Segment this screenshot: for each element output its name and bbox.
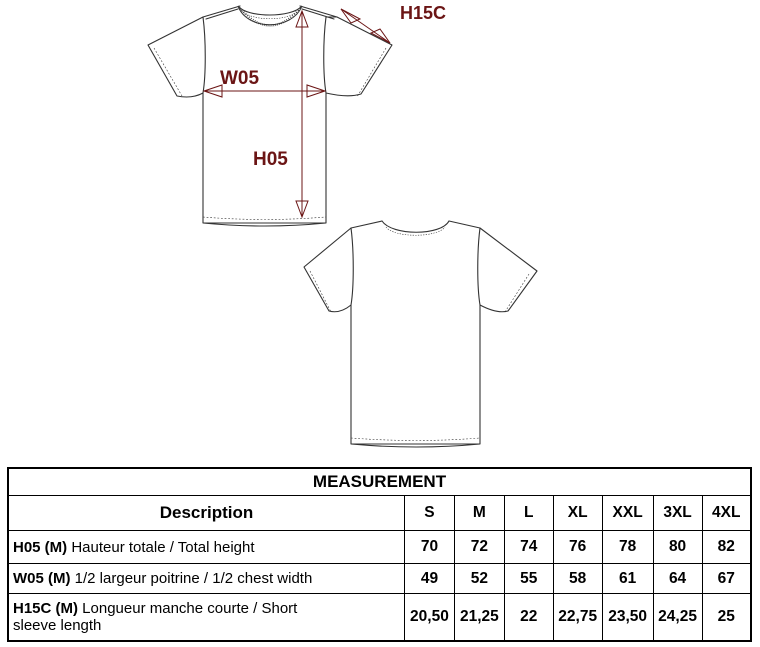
svg-text:H05: H05 bbox=[253, 149, 288, 170]
svg-text:H15C: H15C bbox=[400, 3, 446, 23]
svg-text:W05: W05 bbox=[220, 68, 260, 89]
